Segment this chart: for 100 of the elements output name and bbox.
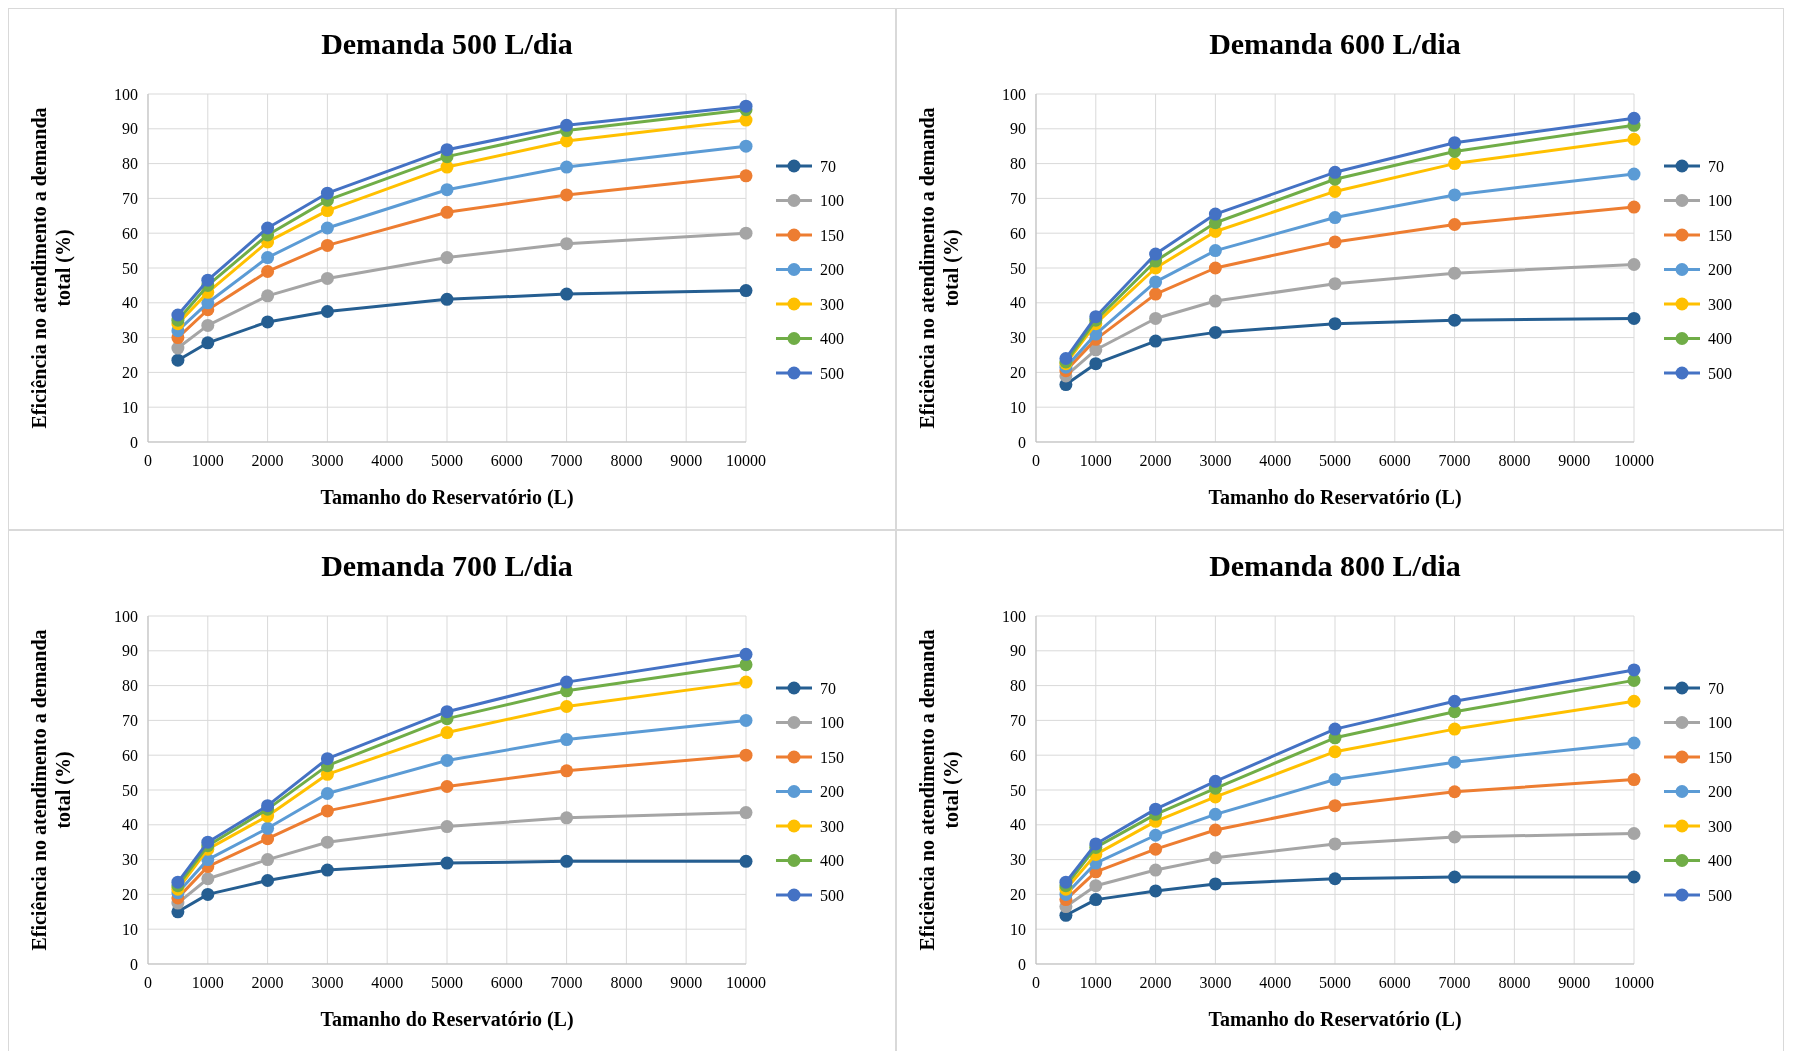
point	[1627, 167, 1641, 181]
x-tick-label: 6000	[1378, 974, 1411, 991]
point	[560, 287, 574, 301]
point	[1328, 837, 1342, 851]
chart-title: Demanda 800 L/dia	[1209, 549, 1461, 582]
y-tick-label: 80	[122, 677, 138, 695]
point	[320, 186, 334, 200]
point	[1208, 877, 1222, 891]
point	[739, 139, 753, 153]
point	[1627, 870, 1641, 884]
point	[201, 336, 215, 350]
x-tick-label: 10000	[726, 452, 766, 469]
point	[1627, 663, 1641, 677]
x-tick-label: 8000	[610, 974, 643, 991]
y-tick-label: 10	[122, 920, 138, 938]
point	[560, 675, 574, 689]
point	[440, 856, 454, 870]
y-tick-label: 40	[1010, 294, 1026, 312]
y-tick-label: 0	[130, 433, 138, 451]
point	[1149, 863, 1163, 877]
legend-label: 150	[1708, 748, 1732, 766]
x-tick-label: 0	[144, 452, 152, 469]
point	[320, 238, 334, 252]
x-tick-label: 9000	[670, 974, 703, 991]
y-tick-label: 70	[1010, 712, 1026, 729]
point	[560, 854, 574, 868]
point	[1448, 830, 1462, 844]
point	[739, 284, 753, 298]
point	[320, 835, 334, 849]
y-tick-label: 50	[1010, 781, 1026, 799]
point	[440, 143, 454, 157]
point	[440, 183, 454, 197]
x-tick-label: 3000	[311, 974, 344, 991]
y-tick-label: 0	[130, 955, 138, 973]
point	[1448, 870, 1462, 884]
y-tick-label: 20	[1010, 364, 1026, 381]
point	[171, 353, 185, 367]
point	[739, 226, 753, 240]
x-tick-label: 2000	[251, 452, 284, 469]
point	[1627, 200, 1641, 214]
point	[320, 752, 334, 766]
y-tick-label: 40	[122, 294, 138, 312]
x-tick-label: 5000	[1319, 974, 1351, 991]
x-axis-title: Tamanho do Reservatório (L)	[1208, 486, 1462, 509]
x-tick-label: 9000	[1558, 452, 1591, 469]
y-axis-title: Eficiência no atendimento a demanda total (%)	[916, 629, 963, 951]
point	[1448, 694, 1462, 708]
point	[320, 804, 334, 818]
y-tick-label: 20	[1010, 886, 1026, 903]
x-tick-label: 6000	[490, 452, 523, 469]
point	[1448, 313, 1462, 327]
x-tick-label: 2000	[1139, 974, 1172, 991]
point	[440, 726, 454, 740]
y-tick-label: 50	[122, 259, 138, 277]
point	[261, 251, 275, 265]
y-tick-label: 10	[122, 398, 138, 416]
point	[440, 780, 454, 794]
point	[1627, 311, 1641, 325]
legend-label: 70	[1708, 679, 1724, 697]
y-axis-title: Eficiência no atendimento a demanda total (%)	[28, 629, 75, 951]
x-tick-label: 4000	[371, 974, 404, 991]
x-tick-label: 9000	[1558, 974, 1591, 991]
legend-label: 70	[1708, 157, 1724, 175]
point	[1448, 785, 1462, 799]
point	[1448, 266, 1462, 280]
point	[1328, 745, 1342, 759]
legend-label: 150	[820, 748, 844, 766]
point	[1208, 261, 1222, 275]
point	[1149, 842, 1163, 856]
point	[171, 308, 185, 322]
legend-label: 100	[1708, 192, 1732, 210]
point	[440, 820, 454, 834]
point	[1208, 807, 1222, 821]
point	[739, 748, 753, 762]
y-tick-label: 30	[122, 851, 138, 869]
x-tick-label: 9000	[670, 452, 703, 469]
point	[320, 305, 334, 318]
y-tick-label: 50	[1010, 259, 1026, 277]
y-tick-label: 90	[1010, 120, 1026, 138]
point	[440, 292, 454, 306]
x-tick-label: 10000	[726, 974, 766, 991]
point	[1627, 736, 1641, 750]
point	[1328, 872, 1342, 886]
point	[171, 875, 185, 889]
point	[1208, 294, 1222, 308]
legend-label: 100	[820, 714, 844, 732]
x-tick-label: 10000	[1614, 452, 1654, 469]
chart-title: Demanda 700 L/dia	[321, 549, 573, 582]
y-tick-label: 70	[122, 712, 138, 729]
point	[560, 160, 574, 174]
x-axis-title: Tamanho do Reservatório (L)	[1208, 1008, 1462, 1031]
point	[1149, 334, 1163, 348]
x-tick-label: 8000	[1498, 452, 1531, 469]
x-tick-label: 4000	[371, 452, 404, 469]
point	[261, 853, 275, 867]
y-tick-label: 60	[122, 746, 138, 764]
point	[1328, 277, 1342, 291]
chart-title: Demanda 500 L/dia	[321, 27, 573, 60]
point	[560, 188, 574, 202]
point	[440, 205, 454, 219]
